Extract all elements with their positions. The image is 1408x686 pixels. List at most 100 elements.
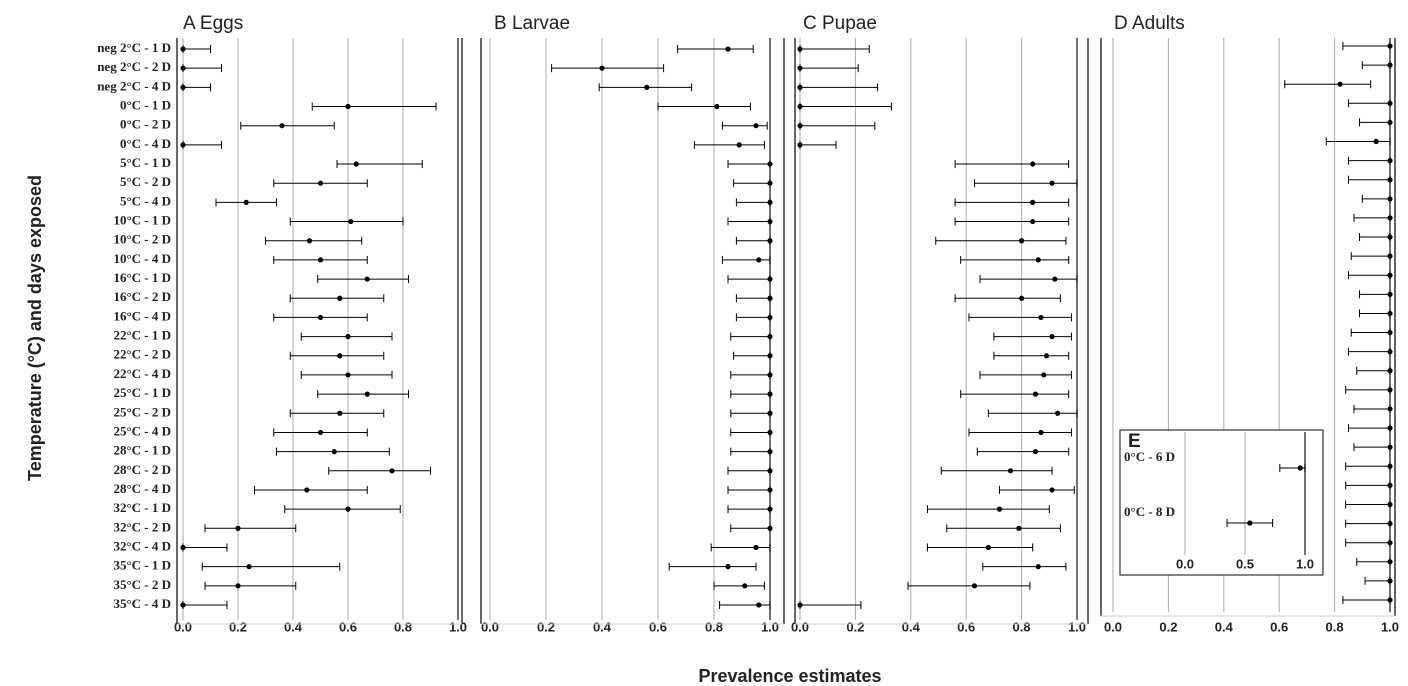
category-label: 22°C - 4 D (113, 366, 171, 381)
point (797, 123, 803, 129)
category-label: 0°C - 8 D (1124, 504, 1175, 519)
category-label: neg 2°C - 4 D (97, 78, 171, 93)
point (1032, 391, 1039, 397)
point (767, 333, 773, 340)
point (1387, 501, 1393, 508)
point (337, 295, 343, 301)
point (753, 123, 759, 129)
x-tick-label: 0.4 (593, 619, 612, 634)
point (389, 468, 395, 474)
point (180, 65, 186, 71)
category-label: 28°C - 1 D (113, 443, 171, 458)
point (1387, 597, 1393, 603)
point (767, 372, 773, 378)
panel-title: A Eggs (183, 13, 243, 34)
x-tick-label: 0.4 (1215, 619, 1234, 634)
point (235, 525, 241, 531)
category-label: 10°C - 4 D (113, 251, 171, 266)
x-tick-label: 1.0 (1068, 619, 1086, 634)
point (1387, 177, 1393, 183)
x-tick-label: 0.6 (1270, 619, 1288, 634)
point (364, 276, 370, 282)
point (304, 487, 310, 493)
point (1019, 295, 1025, 301)
point (1387, 387, 1393, 393)
point (317, 314, 324, 321)
point (767, 180, 773, 186)
x-tick-label: 1.0 (1381, 619, 1399, 634)
inset-frame (1119, 429, 1324, 576)
point (317, 180, 324, 186)
point (1049, 487, 1055, 493)
point (1387, 196, 1393, 202)
point (345, 103, 351, 110)
point (180, 46, 186, 52)
category-label: 25°C - 2 D (113, 404, 171, 419)
category-label: 0°C - 6 D (1124, 449, 1175, 464)
point (1387, 62, 1393, 68)
point (797, 84, 803, 90)
point (742, 583, 748, 589)
x-tick-label: 0.0 (1104, 619, 1122, 634)
point (767, 218, 773, 225)
category-label: 5°C - 2 D (120, 174, 171, 189)
category-label: 32°C - 4 D (113, 538, 171, 553)
point (1387, 482, 1393, 488)
panel-title: E (1128, 431, 1141, 452)
point (767, 391, 773, 397)
point (797, 103, 803, 110)
point (1337, 81, 1343, 87)
panel-title: C Pupae (803, 13, 877, 34)
point (364, 391, 370, 397)
category-label: 32°C - 1 D (113, 500, 171, 515)
category-label: 0°C - 4 D (120, 136, 171, 151)
point (180, 544, 186, 551)
x-tick-label: 0.4 (284, 619, 303, 634)
point (797, 602, 803, 608)
point (1387, 349, 1393, 355)
point (1052, 276, 1058, 282)
category-label: neg 2°C - 1 D (97, 40, 171, 55)
point (337, 353, 343, 359)
point (1043, 353, 1050, 359)
point (1049, 180, 1055, 186)
category-label: 35°C - 2 D (113, 577, 171, 592)
point (1387, 559, 1393, 565)
category-label: 10°C - 1 D (113, 213, 171, 228)
x-tick-label: 0.8 (394, 619, 412, 634)
point (337, 410, 343, 416)
x-tick-label: 1.0 (449, 619, 467, 634)
category-label: 22°C - 1 D (113, 328, 171, 343)
point (797, 142, 803, 148)
point (1387, 272, 1393, 278)
point (235, 583, 241, 589)
panel-title: B Larvae (494, 13, 570, 34)
point (1030, 161, 1036, 167)
point (797, 65, 803, 71)
category-label: 16°C - 4 D (113, 308, 171, 323)
category-label: 5°C - 4 D (120, 193, 171, 208)
category-label: 22°C - 2 D (113, 347, 171, 362)
panel-title: D Adults (1114, 13, 1185, 34)
point (353, 161, 359, 167)
category-label: 25°C - 4 D (113, 423, 171, 438)
point (767, 410, 773, 416)
point (1387, 463, 1393, 469)
point (279, 123, 285, 129)
point (767, 314, 773, 321)
point (736, 142, 742, 148)
category-label: 25°C - 1 D (113, 385, 171, 400)
point (345, 506, 351, 512)
point (1387, 119, 1393, 126)
x-tick-label: 0.6 (649, 619, 667, 634)
point (756, 257, 762, 263)
point (243, 199, 249, 205)
x-tick-label: 0.0 (1176, 556, 1194, 571)
category-label: 28°C - 2 D (113, 462, 171, 477)
point (1387, 425, 1393, 431)
point (1049, 333, 1055, 340)
point (1041, 372, 1047, 378)
point (767, 487, 773, 493)
point (306, 238, 313, 244)
point (1007, 468, 1014, 474)
